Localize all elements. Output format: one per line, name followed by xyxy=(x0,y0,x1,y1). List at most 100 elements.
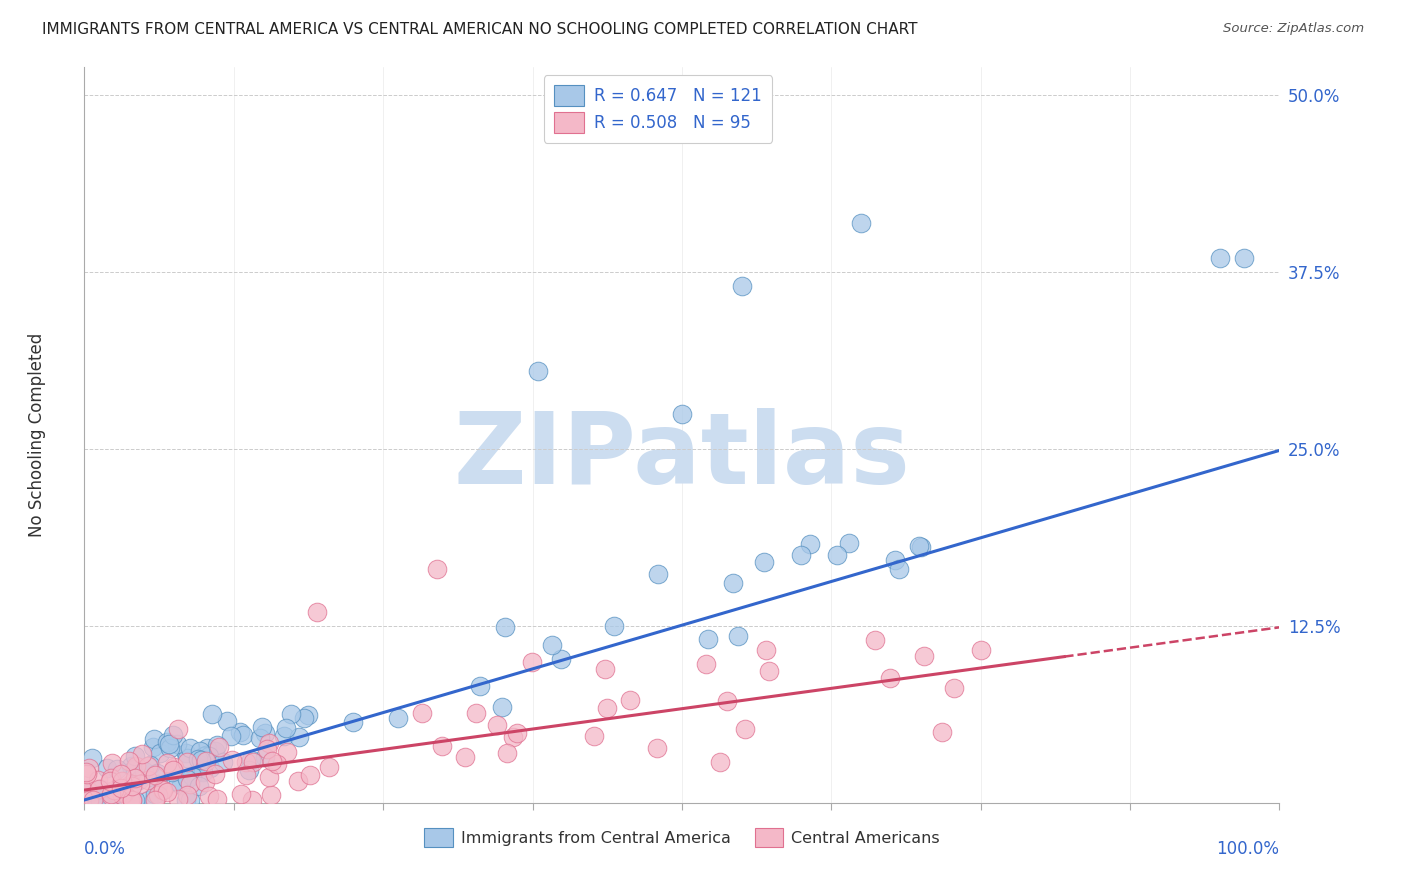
Point xyxy=(93,787,115,801)
Point xyxy=(1233,251,1256,265)
Point xyxy=(188,744,211,758)
Text: IMMIGRANTS FROM CENTRAL AMERICA VS CENTRAL AMERICAN NO SCHOOLING COMPLETED CORRE: IMMIGRANTS FROM CENTRAL AMERICA VS CENTR… xyxy=(42,22,918,37)
Point xyxy=(256,742,278,756)
Point xyxy=(146,766,169,780)
Point xyxy=(79,761,101,775)
Point xyxy=(204,744,226,758)
Point xyxy=(162,763,184,777)
Point xyxy=(260,754,283,768)
Point xyxy=(152,782,174,797)
Point xyxy=(166,791,188,805)
Point xyxy=(883,553,905,567)
Point xyxy=(142,739,165,754)
Point xyxy=(156,756,179,771)
Point xyxy=(827,548,849,562)
Point xyxy=(115,791,138,805)
Point xyxy=(111,788,134,802)
Text: ZIPatlas: ZIPatlas xyxy=(454,409,910,506)
Point xyxy=(201,707,224,722)
Point xyxy=(266,756,288,771)
Point xyxy=(103,782,125,797)
Point xyxy=(101,756,124,770)
Point xyxy=(276,745,298,759)
Point xyxy=(146,788,169,802)
Point xyxy=(908,539,931,553)
Point xyxy=(138,759,160,773)
Point xyxy=(90,793,112,807)
Point xyxy=(82,751,104,765)
Point xyxy=(90,782,112,797)
Point xyxy=(695,657,717,672)
Point xyxy=(105,762,128,776)
Point xyxy=(387,711,409,725)
Point xyxy=(110,780,132,795)
Point xyxy=(232,728,254,742)
Point xyxy=(100,789,122,804)
Point xyxy=(307,605,329,619)
Point xyxy=(318,760,340,774)
Point xyxy=(204,766,226,780)
Point xyxy=(697,632,720,646)
Point xyxy=(169,778,191,792)
Point xyxy=(174,746,197,760)
Point xyxy=(260,788,283,802)
Point xyxy=(112,786,135,800)
Point xyxy=(76,767,98,781)
Point xyxy=(181,769,204,783)
Point xyxy=(242,755,264,769)
Point xyxy=(851,216,873,230)
Point xyxy=(231,787,253,801)
Point xyxy=(838,536,860,550)
Point xyxy=(970,643,993,657)
Point xyxy=(87,772,110,787)
Point xyxy=(75,765,97,780)
Point xyxy=(190,764,212,778)
Point xyxy=(77,793,100,807)
Point xyxy=(118,754,141,768)
Text: 100.0%: 100.0% xyxy=(1216,839,1279,857)
Point xyxy=(143,793,166,807)
Point xyxy=(910,540,932,554)
Point xyxy=(107,789,129,804)
Point xyxy=(120,793,142,807)
Point xyxy=(257,736,280,750)
Point xyxy=(156,735,179,749)
Point xyxy=(790,548,813,562)
Point xyxy=(217,714,239,728)
Point xyxy=(104,786,127,800)
Point xyxy=(125,759,148,773)
Point xyxy=(426,562,449,576)
Point xyxy=(205,738,228,752)
Point xyxy=(121,793,143,807)
Point xyxy=(166,737,188,751)
Point xyxy=(129,777,152,791)
Point xyxy=(193,749,215,764)
Point xyxy=(112,793,135,807)
Point xyxy=(221,753,243,767)
Point xyxy=(198,789,221,803)
Point xyxy=(143,787,166,801)
Point xyxy=(752,556,775,570)
Point xyxy=(100,787,122,801)
Point xyxy=(253,749,276,764)
Point xyxy=(100,772,122,786)
Point xyxy=(143,731,166,746)
Point xyxy=(156,785,179,799)
Point xyxy=(131,747,153,761)
Point xyxy=(193,764,215,779)
Point xyxy=(188,779,211,793)
Point xyxy=(166,775,188,789)
Point xyxy=(194,775,217,789)
Point xyxy=(115,793,138,807)
Point xyxy=(273,729,295,743)
Point xyxy=(863,633,886,648)
Point xyxy=(120,777,142,791)
Point xyxy=(297,707,319,722)
Point xyxy=(274,721,297,735)
Point xyxy=(228,725,250,739)
Point xyxy=(76,781,98,796)
Point xyxy=(541,638,564,652)
Point xyxy=(432,739,454,754)
Point xyxy=(197,740,219,755)
Point xyxy=(176,756,198,770)
